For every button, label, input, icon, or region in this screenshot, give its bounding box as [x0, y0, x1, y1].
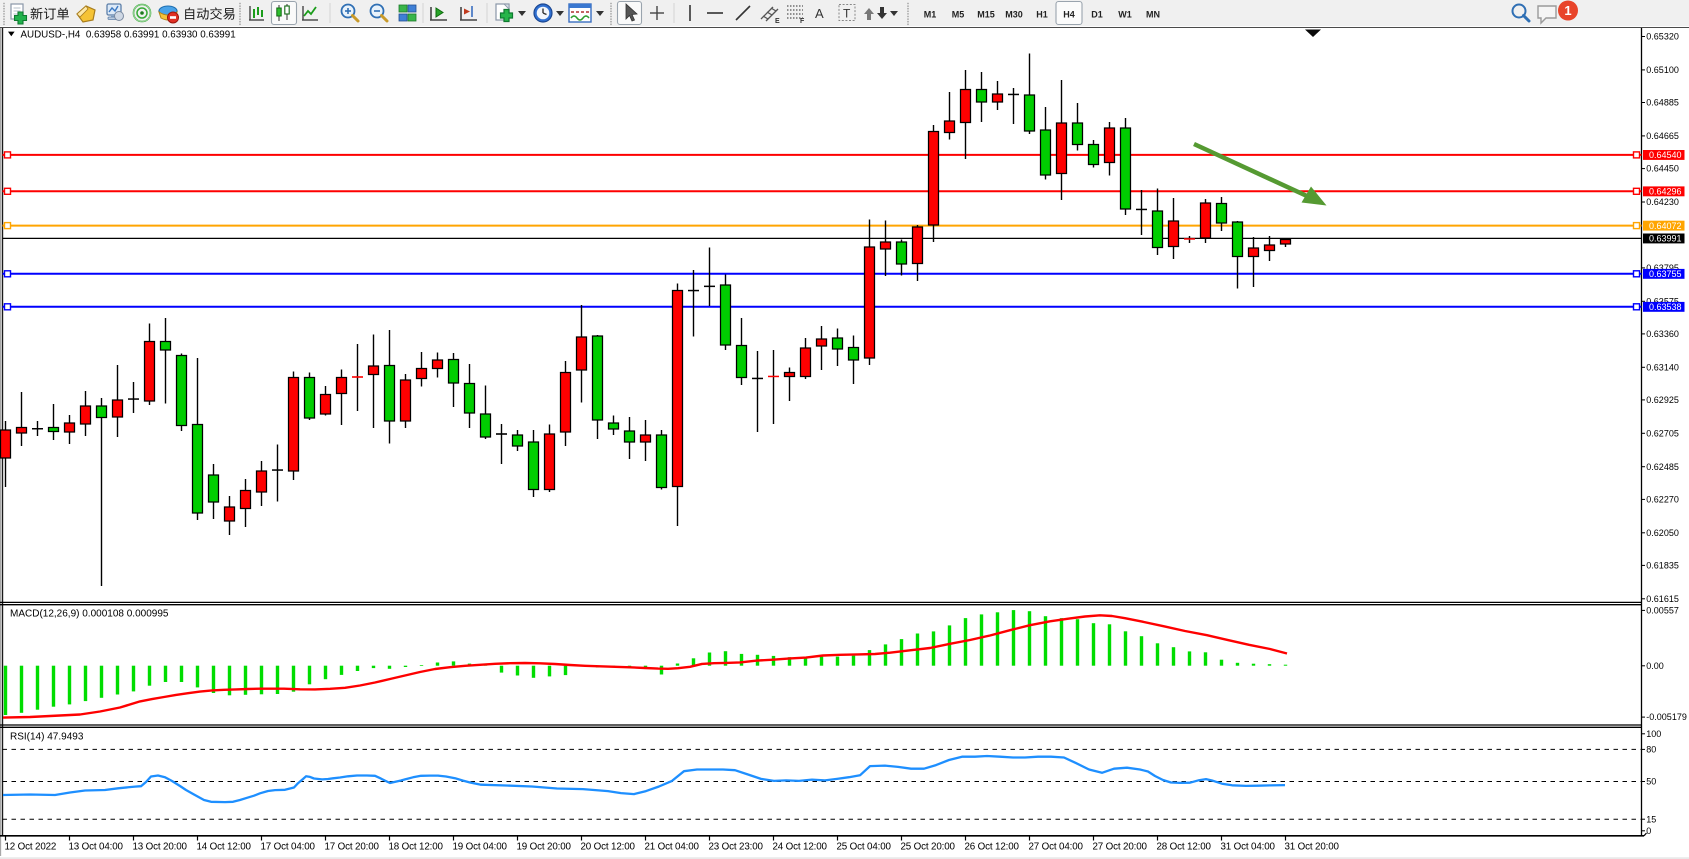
- svg-text:M15: M15: [977, 10, 995, 20]
- svg-text:RSI(14) 47.9493: RSI(14) 47.9493: [10, 731, 84, 742]
- svg-text:MACD(12,26,9) 0.000108 0.00099: MACD(12,26,9) 0.000108 0.000995: [10, 608, 169, 619]
- svg-text:H1: H1: [1036, 10, 1048, 20]
- svg-text:-0.005179: -0.005179: [1646, 712, 1687, 722]
- svg-text:0.64540: 0.64540: [1649, 150, 1682, 160]
- svg-text:0.62270: 0.62270: [1646, 495, 1679, 505]
- svg-text:13 Oct 20:00: 13 Oct 20:00: [133, 841, 188, 852]
- svg-text:0.63991: 0.63991: [1649, 234, 1682, 244]
- svg-text:AUDUSD-,H4 0.63958 0.63991 0.: AUDUSD-,H4 0.63958 0.63991 0.63930 0.639…: [21, 30, 236, 41]
- svg-text:0.00557: 0.00557: [1646, 606, 1679, 616]
- svg-text:19 Oct 04:00: 19 Oct 04:00: [453, 841, 508, 852]
- svg-text:0.63575: 0.63575: [1646, 296, 1679, 306]
- svg-text:0.63140: 0.63140: [1646, 362, 1679, 372]
- svg-text:18 Oct 12:00: 18 Oct 12:00: [389, 841, 444, 852]
- svg-text:0.63360: 0.63360: [1646, 329, 1679, 339]
- svg-text:0.63538: 0.63538: [1649, 302, 1682, 312]
- svg-text:27 Oct 04:00: 27 Oct 04:00: [1029, 841, 1084, 852]
- svg-text:19 Oct 20:00: 19 Oct 20:00: [517, 841, 572, 852]
- svg-text:0.63795: 0.63795: [1646, 263, 1679, 273]
- svg-text:50: 50: [1646, 777, 1656, 787]
- svg-text:M30: M30: [1005, 10, 1023, 20]
- svg-text:0.61835: 0.61835: [1646, 561, 1679, 571]
- svg-text:0.61615: 0.61615: [1646, 594, 1679, 604]
- svg-text:0.00: 0.00: [1646, 661, 1664, 671]
- svg-text:MN: MN: [1146, 10, 1160, 20]
- svg-text:25 Oct 20:00: 25 Oct 20:00: [901, 841, 956, 852]
- svg-text:0.62485: 0.62485: [1646, 462, 1679, 472]
- svg-text:0.64072: 0.64072: [1649, 221, 1682, 231]
- svg-text:24 Oct 12:00: 24 Oct 12:00: [773, 841, 828, 852]
- svg-text:23 Oct 23:00: 23 Oct 23:00: [709, 841, 764, 852]
- svg-text:0.65320: 0.65320: [1646, 32, 1679, 42]
- svg-text:0.64665: 0.64665: [1646, 131, 1679, 141]
- svg-text:M5: M5: [952, 10, 965, 20]
- svg-text:0.65100: 0.65100: [1646, 65, 1679, 75]
- svg-text:13 Oct 04:00: 13 Oct 04:00: [69, 841, 124, 852]
- svg-text:0: 0: [1646, 826, 1651, 836]
- svg-text:A: A: [815, 6, 824, 21]
- svg-text:W1: W1: [1118, 10, 1132, 20]
- svg-text:100: 100: [1646, 729, 1661, 739]
- svg-text:28 Oct 12:00: 28 Oct 12:00: [1157, 841, 1212, 852]
- svg-text:27 Oct 20:00: 27 Oct 20:00: [1093, 841, 1148, 852]
- svg-text:0.63755: 0.63755: [1649, 269, 1682, 279]
- svg-text:H4: H4: [1063, 10, 1075, 20]
- svg-text:17 Oct 20:00: 17 Oct 20:00: [325, 841, 380, 852]
- svg-text:F: F: [800, 18, 805, 25]
- svg-text:D1: D1: [1091, 10, 1103, 20]
- svg-text:0.64450: 0.64450: [1646, 164, 1679, 174]
- svg-text:80: 80: [1646, 745, 1656, 755]
- svg-text:0.62925: 0.62925: [1646, 395, 1679, 405]
- svg-text:26 Oct 12:00: 26 Oct 12:00: [965, 841, 1020, 852]
- svg-text:14 Oct 12:00: 14 Oct 12:00: [197, 841, 252, 852]
- svg-text:1: 1: [1564, 3, 1571, 18]
- svg-text:E: E: [775, 18, 780, 25]
- svg-text:31 Oct 04:00: 31 Oct 04:00: [1221, 841, 1276, 852]
- svg-text:21 Oct 04:00: 21 Oct 04:00: [645, 841, 700, 852]
- svg-text:15: 15: [1646, 814, 1656, 824]
- svg-text:17 Oct 04:00: 17 Oct 04:00: [261, 841, 316, 852]
- svg-text:20 Oct 12:00: 20 Oct 12:00: [581, 841, 636, 852]
- svg-text:25 Oct 04:00: 25 Oct 04:00: [837, 841, 892, 852]
- svg-text:0.64885: 0.64885: [1646, 98, 1679, 108]
- svg-text:0.64296: 0.64296: [1649, 187, 1682, 197]
- svg-text:0.62705: 0.62705: [1646, 428, 1679, 438]
- svg-text:31 Oct 20:00: 31 Oct 20:00: [1285, 841, 1340, 852]
- svg-text:0.62050: 0.62050: [1646, 528, 1679, 538]
- svg-text:0.64230: 0.64230: [1646, 197, 1679, 207]
- svg-text:T: T: [843, 7, 851, 21]
- svg-text:12 Oct 2022: 12 Oct 2022: [5, 841, 57, 852]
- svg-text:M1: M1: [924, 10, 937, 20]
